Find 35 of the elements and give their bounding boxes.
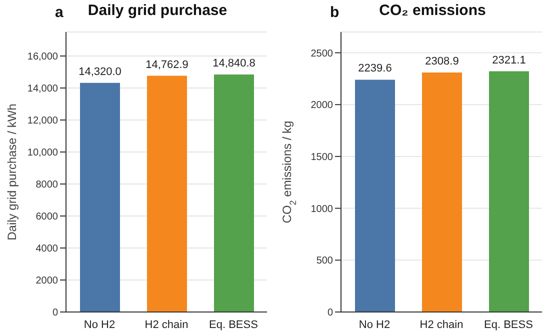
y-tick-label: 0 bbox=[52, 308, 58, 319]
x-tick-label: No H2 bbox=[358, 318, 390, 331]
data-label: 14,320.0 bbox=[78, 66, 122, 78]
y-tick-label: 500 bbox=[316, 256, 334, 267]
x-tick-label: Eq. BESS bbox=[484, 318, 533, 331]
chart-title: CO₂ emissions bbox=[379, 2, 486, 19]
x-tick-label: H2 chain bbox=[144, 318, 188, 331]
y-tick-label: 2500 bbox=[310, 48, 334, 60]
y-tick-label: 2000 bbox=[36, 276, 58, 287]
data-label: 14,840.8 bbox=[212, 58, 256, 70]
text: b bbox=[330, 4, 340, 21]
x-tick-label: No H2 bbox=[84, 318, 116, 331]
y-tick-label: 1500 bbox=[310, 152, 334, 163]
data-label: 2321.1 bbox=[492, 54, 526, 66]
bar bbox=[489, 71, 529, 312]
y-tick-label: 2000 bbox=[310, 100, 334, 112]
y-tick-label: 0 bbox=[327, 308, 334, 319]
text: a bbox=[55, 4, 64, 21]
data-label: 14,762.9 bbox=[146, 58, 188, 71]
y-tick-label: 1000 bbox=[310, 204, 334, 215]
bar bbox=[422, 72, 462, 312]
y-tick-label: 14,000 bbox=[27, 84, 58, 95]
y-tick-label: 10,000 bbox=[27, 148, 58, 159]
x-tick-label: H2 chain bbox=[420, 318, 464, 331]
y-tick-label: 4000 bbox=[36, 244, 58, 255]
data-label: 2308.9 bbox=[425, 56, 459, 68]
y-tick-label: 6000 bbox=[36, 212, 58, 223]
y-tick-label: 16,000 bbox=[27, 52, 58, 63]
chart-title: Daily grid purchase bbox=[88, 2, 228, 19]
data-label: 2239.6 bbox=[358, 62, 392, 75]
y-axis-title: Daily grid purchase / kWh bbox=[5, 104, 19, 240]
y-tick-label: 12,000 bbox=[27, 116, 58, 127]
bar bbox=[355, 80, 395, 312]
x-tick-label: Eq. BESS bbox=[209, 318, 258, 331]
y-tick-label: 8000 bbox=[36, 180, 58, 191]
